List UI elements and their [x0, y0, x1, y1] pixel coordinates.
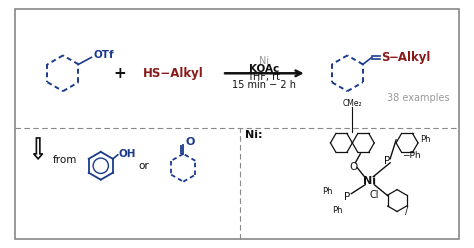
Text: Ph: Ph	[420, 135, 430, 144]
Text: HS−Alkyl: HS−Alkyl	[143, 67, 203, 80]
Text: 15 min − 2 h: 15 min − 2 h	[232, 80, 296, 90]
Text: −Alkyl: −Alkyl	[389, 51, 431, 64]
Text: CMe₂: CMe₂	[343, 99, 362, 108]
Text: THF, rt: THF, rt	[247, 72, 280, 82]
Text: Ph: Ph	[332, 206, 343, 215]
Text: /: /	[405, 207, 408, 217]
Text: Ni: Ni	[259, 56, 269, 66]
FancyArrow shape	[34, 138, 43, 159]
Text: Ph: Ph	[322, 187, 333, 196]
Text: −Ph: −Ph	[402, 151, 421, 160]
Text: O: O	[185, 137, 195, 147]
Text: Ni: Ni	[363, 176, 376, 186]
Text: KOAc: KOAc	[249, 64, 279, 74]
Text: Cl: Cl	[369, 190, 379, 200]
Text: OH: OH	[119, 149, 137, 159]
Text: from: from	[53, 155, 77, 165]
Text: P: P	[384, 156, 390, 166]
Text: P: P	[344, 192, 350, 202]
Text: Ni:: Ni:	[245, 130, 263, 140]
Text: +: +	[113, 66, 126, 81]
Text: or: or	[138, 161, 149, 171]
Text: 38 examples: 38 examples	[387, 93, 450, 103]
Text: S: S	[381, 51, 389, 64]
Text: O: O	[349, 162, 357, 172]
Text: OTf: OTf	[93, 50, 114, 60]
